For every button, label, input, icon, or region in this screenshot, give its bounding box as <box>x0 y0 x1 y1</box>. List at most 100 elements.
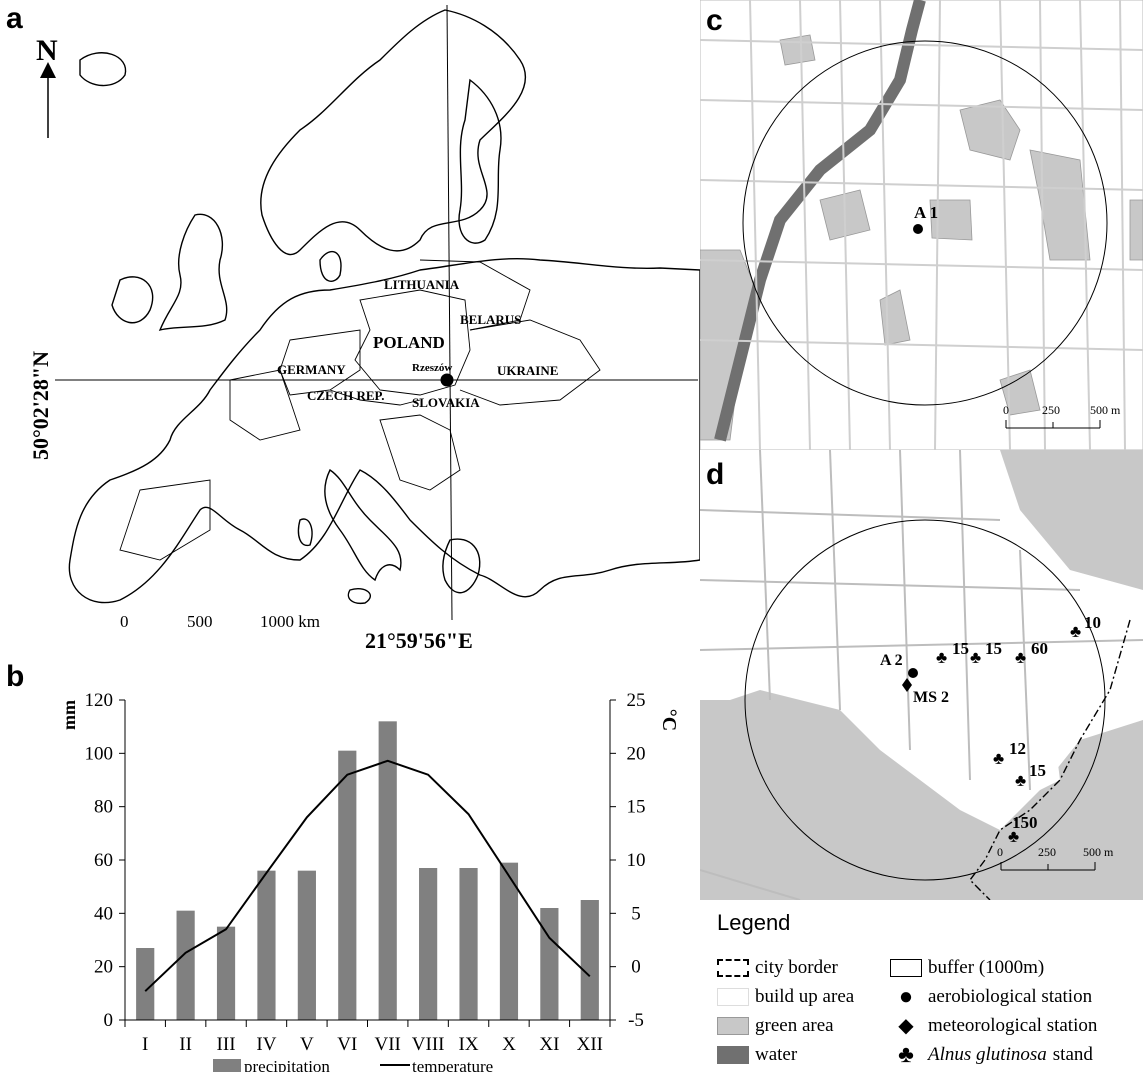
y-left-tick-label: 40 <box>94 903 113 924</box>
green-areas-c <box>700 34 1143 441</box>
city-border-d <box>969 619 1131 900</box>
panel-label-c: c <box>706 4 723 37</box>
scale-bar-d: 0 250 500 m <box>997 845 1114 871</box>
climate-chart: I II III IV V VI VII VIII IX X XI XII02040608010012… <box>59 690 680 1072</box>
legend-build-area: build up area <box>717 986 854 1008</box>
scale-bar-a: 0 500 1000 km <box>120 612 320 631</box>
svg-text:500 m: 500 m <box>1090 403 1121 417</box>
river-c <box>714 0 926 442</box>
label-rzeszow: Rzeszów <box>412 362 452 374</box>
precip-bar <box>499 862 519 1020</box>
dark-gray-box-icon <box>717 1046 749 1064</box>
precip-bar <box>459 868 478 1020</box>
x-tick-label: II <box>179 1034 192 1055</box>
alnus-stands: ♣ 10 ♣ 15 ♣ 15 ♣ 60 ♣12 ♣15 ♣150 <box>936 613 1101 846</box>
legend-precip-label: precipitation <box>244 1057 330 1072</box>
stand-count: 12 <box>1009 739 1026 758</box>
circle-icon: ● <box>898 984 914 1010</box>
rzeszow-marker <box>440 373 454 387</box>
dashed-border-icon <box>717 959 749 977</box>
x-tick-label: VIII <box>412 1034 445 1055</box>
streets-d <box>700 450 1143 900</box>
label-czech: CZECH REP. <box>307 388 385 403</box>
svg-text:500: 500 <box>187 612 213 631</box>
legend-temp-label: temperature <box>412 1057 493 1072</box>
x-tick-label: IV <box>256 1034 276 1055</box>
stand-count: 10 <box>1084 613 1101 632</box>
stand-count: 150 <box>1012 813 1038 832</box>
y-right-tick-label: 20 <box>627 743 646 764</box>
north-arrow-icon <box>40 62 56 78</box>
y-right-tick-label: 10 <box>627 850 646 871</box>
precip-bar <box>419 868 438 1020</box>
precip-bar <box>580 900 599 1020</box>
legend-green-area: green area <box>717 1015 834 1037</box>
stand-marker: ♣ <box>1015 648 1026 667</box>
x-tick-label: VII <box>375 1034 401 1055</box>
map-c: A 1 0 250 500 m <box>700 0 1143 450</box>
svg-text:0: 0 <box>997 845 1003 859</box>
x-tick-label: V <box>300 1034 314 1055</box>
stand-marker: ♣ <box>936 648 947 667</box>
x-tick-label: I <box>142 1034 148 1055</box>
north-label: N <box>36 34 58 67</box>
temperature-line <box>144 759 591 992</box>
stand-marker: ♣ <box>970 648 981 667</box>
map-d: A 2 MS 2 ♣ 10 ♣ 15 ♣ 15 ♣ 60 ♣12 ♣15 ♣150 0 … <box>700 450 1143 900</box>
x-tick-label: IX <box>459 1034 479 1055</box>
svg-text:1000 km: 1000 km <box>260 612 320 631</box>
met-station-marker <box>902 678 912 692</box>
legend-water: water <box>717 1044 797 1066</box>
y-left-tick-label: 60 <box>94 850 113 871</box>
light-gray-box-icon <box>717 1017 749 1035</box>
streets-c <box>700 0 1143 450</box>
stand-marker: ♣ <box>1070 622 1081 641</box>
longitude-label: 21°59'56"E <box>365 628 473 650</box>
y-left-tick-label: 0 <box>104 1010 114 1031</box>
station-a2-marker <box>908 668 918 678</box>
label-belarus: BELARUS <box>460 312 521 327</box>
x-tick-label: XI <box>539 1034 559 1055</box>
legend-precip-swatch <box>213 1059 241 1072</box>
precip-bar <box>540 908 559 1020</box>
buffer-box-icon <box>890 959 922 977</box>
y-left-tick-label: 20 <box>94 957 113 978</box>
stand-count: 15 <box>1029 761 1046 780</box>
precip-bar <box>297 870 316 1020</box>
club-icon: ♣ <box>898 1042 914 1068</box>
x-tick-label: X <box>502 1034 516 1055</box>
buffer-circle-d <box>744 519 1106 881</box>
y-left-tick-label: 100 <box>85 743 114 764</box>
stand-marker: ♣ <box>993 749 1004 768</box>
precip-bar <box>176 910 195 1020</box>
y-right-tick-label: -5 <box>628 1010 644 1031</box>
legend-meteo: ◆ meteorological station <box>890 1015 1097 1037</box>
svg-text:500 m: 500 m <box>1083 845 1114 859</box>
stand-count: 15 <box>985 639 1002 658</box>
label-ukraine: UKRAINE <box>497 363 558 378</box>
europe-coastline <box>68 9 700 605</box>
y-left-tick-label: 80 <box>94 797 113 818</box>
station-a2-label: A 2 <box>880 652 903 669</box>
panel-label-d: d <box>706 458 725 491</box>
panel-label-b: b <box>6 660 25 693</box>
legend-buffer: buffer (1000m) <box>890 957 1044 979</box>
y-right-label: °C <box>658 709 680 731</box>
y-right-tick-label: 15 <box>627 797 646 818</box>
y-right-tick-label: 25 <box>627 690 646 711</box>
label-lithuania: LITHUANIA <box>384 277 460 292</box>
precip-bar <box>216 926 236 1020</box>
stand-marker: ♣ <box>1015 771 1026 790</box>
legend-alnus: ♣ Alnus glutinosa stand <box>890 1042 1093 1068</box>
y-left-tick-label: 120 <box>85 690 114 711</box>
white-box-icon <box>717 988 749 1006</box>
stand-count: 15 <box>952 639 969 658</box>
latitude-label: 50°02'28"N <box>28 351 53 460</box>
legend-city-border: city border <box>717 957 838 979</box>
legend-title: Legend <box>717 910 791 935</box>
y-right-tick-label: 5 <box>631 903 641 924</box>
precip-bar <box>378 721 397 1020</box>
station-a1-label: A 1 <box>914 203 938 222</box>
label-slovakia: SLOVAKIA <box>412 395 480 410</box>
met-station-label: MS 2 <box>913 689 949 706</box>
